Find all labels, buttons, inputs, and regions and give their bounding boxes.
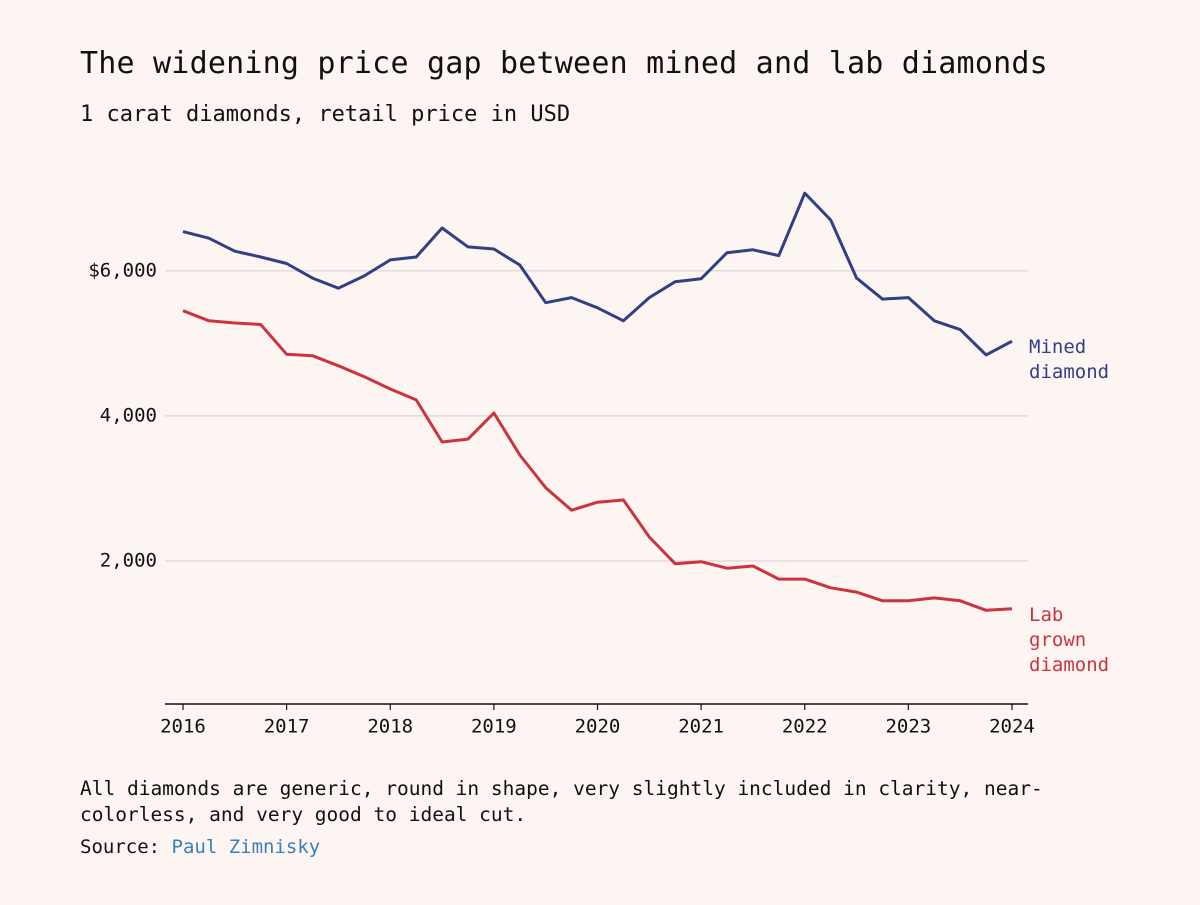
- chart-subtitle: 1 carat diamonds, retail price in USD: [80, 102, 571, 127]
- y-tick-label: $6,000: [88, 259, 157, 281]
- x-tick-label: 2018: [367, 716, 413, 738]
- series-line: [182, 191, 1013, 357]
- x-tick-label: 2023: [885, 716, 931, 738]
- y-tick-label: 4,000: [100, 404, 157, 426]
- x-tick-label: 2019: [471, 716, 517, 738]
- chart-title: The widening price gap between mined and…: [80, 46, 1048, 81]
- footnote: All diamonds are generic, round in shape…: [80, 777, 1043, 826]
- chart: 2,000 4,000 $6,000 2016 2017 2018 2019 2020 2021…: [88, 191, 1035, 738]
- x-tick-label: 2017: [264, 716, 310, 738]
- x-tick-label: 2022: [782, 716, 828, 738]
- x-tick-label: 2024: [989, 716, 1035, 738]
- source: Source: Paul Zimnisky: [80, 836, 320, 858]
- x-tick-label: 2020: [575, 716, 621, 738]
- source-label: Source:: [80, 836, 161, 858]
- y-tick-label: 2,000: [100, 549, 157, 571]
- source-link[interactable]: Paul Zimnisky: [171, 836, 321, 858]
- series-line: [182, 309, 1013, 612]
- x-tick-label: 2016: [160, 716, 206, 738]
- series-label: Mined diamond: [1029, 336, 1110, 384]
- x-tick-label: 2021: [678, 716, 724, 738]
- series-label: Lab grown diamond: [1029, 603, 1110, 676]
